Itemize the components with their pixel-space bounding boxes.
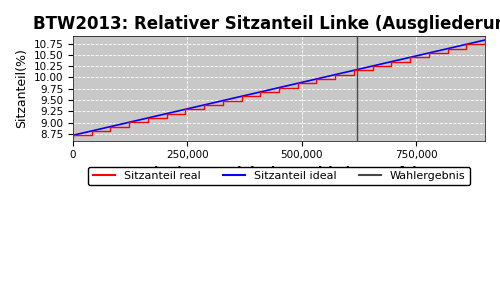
Title: BTW2013: Relativer Sitzanteil Linke (Ausgliederung): BTW2013: Relativer Sitzanteil Linke (Aus… (32, 15, 500, 33)
Y-axis label: Sitzanteil(%): Sitzanteil(%) (15, 48, 28, 128)
Legend: Sitzanteil real, Sitzanteil ideal, Wahlergebnis: Sitzanteil real, Sitzanteil ideal, Wahle… (88, 167, 470, 185)
X-axis label: Zweitstimmen Linke in Nordrhein-Westfalen: Zweitstimmen Linke in Nordrhein-Westfale… (124, 166, 434, 179)
